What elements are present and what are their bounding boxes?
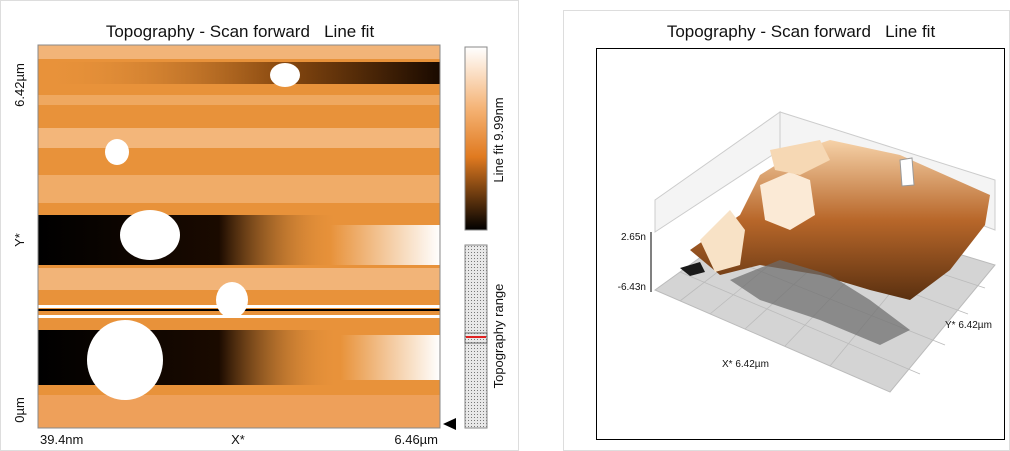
z-top-label: 2.65n bbox=[621, 232, 646, 243]
y-axis-label: Y* bbox=[12, 233, 27, 247]
x-axis-label: X* bbox=[231, 432, 245, 447]
screen: Topography - Scan forward Line fit 6.42µ… bbox=[0, 0, 1010, 451]
panel-title: Topography - Scan forward Line fit bbox=[667, 22, 936, 41]
range-arrow[interactable] bbox=[443, 418, 456, 430]
y-axis-top: 6.42µm bbox=[12, 63, 27, 107]
x-axis-label: X* 6.42µm bbox=[722, 359, 769, 370]
y-axis-bottom: 0µm bbox=[12, 397, 27, 423]
colorbar-label: Line fit 9.99nm bbox=[491, 97, 506, 182]
x-axis-right: 6.46µm bbox=[394, 432, 438, 447]
panel-title: Topography - Scan forward Line fit bbox=[106, 22, 375, 41]
colorbar bbox=[465, 47, 487, 230]
z-bottom-label: -6.43n bbox=[618, 282, 646, 293]
range-label: Topography range bbox=[491, 284, 506, 389]
y-axis-label: Y* 6.42µm bbox=[945, 320, 992, 331]
x-axis-left: 39.4nm bbox=[40, 432, 83, 447]
topography-image bbox=[38, 45, 440, 428]
